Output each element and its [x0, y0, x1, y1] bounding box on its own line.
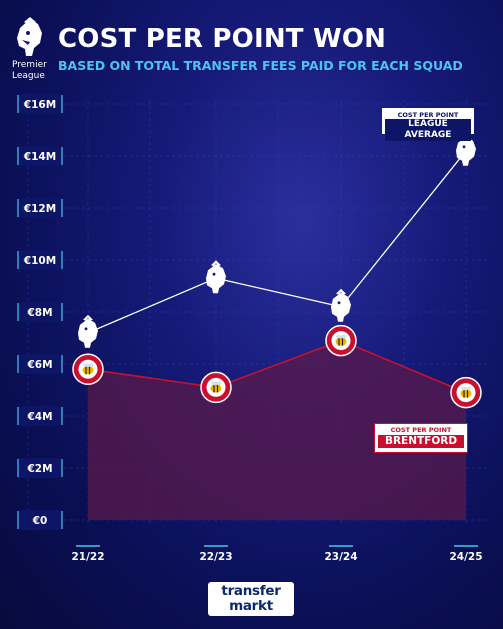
brentford-point — [450, 376, 482, 409]
bee-body-icon — [210, 384, 222, 393]
bee-wing-icon — [87, 363, 94, 367]
y-tick-label: €10M — [23, 255, 56, 267]
transfermarkt-logo-line2: markt — [229, 598, 273, 614]
y-tick-label: €0 — [32, 515, 48, 527]
y-tick-label: €4M — [26, 411, 52, 423]
league-average-point — [78, 314, 98, 348]
y-tick-box — [18, 354, 62, 374]
chart-areas — [88, 340, 466, 520]
league-average-point — [206, 260, 226, 294]
y-axis: €0 €2M €4M €6M €8M €10M €12M €14M €16M — [17, 94, 63, 530]
legend-league-line2: LEAGUE AVERAGE — [385, 119, 471, 141]
logo-text-premier: Premier — [12, 60, 47, 70]
y-tick-label: €12M — [23, 203, 56, 215]
y-tick-label: €14M — [23, 151, 56, 163]
y-tick-label: €8M — [26, 307, 52, 319]
chart-lines — [87, 150, 467, 394]
legend-brentford-line1: COST PER POINT — [390, 426, 452, 434]
y-tick-label: €2M — [26, 463, 52, 475]
lion-crown-icon — [83, 314, 93, 321]
bee-wing-icon — [340, 334, 347, 339]
premier-league-logo: Premier League — [8, 16, 52, 86]
x-tick-label: 24/25 — [449, 551, 482, 563]
league-average-line — [87, 150, 467, 334]
lion-eye-icon — [337, 301, 341, 305]
logo-text-league: League — [12, 71, 45, 81]
brentford-line — [87, 339, 467, 394]
chart-title: COST PER POINT WON — [58, 24, 387, 54]
y-tick-label: €6M — [26, 359, 52, 371]
bee-wing-icon — [461, 386, 467, 391]
lion-crown-icon — [211, 260, 221, 267]
bee-body-icon — [82, 366, 94, 375]
brentford-point — [200, 371, 232, 404]
chart-markers — [72, 132, 482, 409]
y-tick-label: €16M — [23, 99, 56, 111]
legend-league-average: COST PER POINT LEAGUE AVERAGE — [382, 108, 474, 141]
y-tick-box — [18, 198, 62, 218]
y-tick-box — [18, 302, 62, 322]
legend-brentford: COST PER POINT BRENTFORD — [374, 423, 468, 453]
bee-wing-icon — [465, 386, 472, 391]
bee-body-icon — [335, 337, 347, 346]
bee-body-icon — [460, 389, 472, 398]
bee-wing-icon — [83, 363, 89, 367]
x-tick-label: 21/22 — [71, 551, 104, 563]
brentford-point — [325, 324, 357, 357]
bee-wing-icon — [336, 334, 342, 339]
y-tick-box — [18, 406, 62, 426]
y-tick-box — [18, 458, 62, 478]
y-tick-box — [18, 250, 62, 270]
legend-league-line1: COST PER POINT — [397, 111, 459, 119]
brentford-area — [88, 340, 466, 520]
premier-league-lion-icon — [78, 318, 98, 348]
legend-brentford-line2: BRENTFORD — [378, 435, 464, 448]
y-tick-box — [18, 146, 62, 166]
bee-wing-icon — [215, 381, 222, 386]
chart-subtitle: BASED ON TOTAL TRANSFER FEES PAID FOR EA… — [58, 58, 463, 73]
premier-league-lion-icon — [456, 136, 476, 166]
lion-eye-icon — [462, 145, 466, 149]
x-axis: 21/22 22/23 23/24 24/25 — [71, 545, 483, 563]
premier-league-lion-icon — [206, 264, 226, 294]
premier-league-lion-icon — [17, 17, 42, 56]
y-tick-box — [18, 94, 62, 114]
y-tick-box — [18, 510, 62, 530]
x-tick-label: 23/24 — [324, 551, 357, 563]
x-tick-label: 22/23 — [199, 551, 232, 563]
bee-wing-icon — [211, 381, 217, 386]
lion-eye-icon — [84, 327, 88, 331]
brentford-point — [72, 353, 104, 385]
transfermarkt-logo-line1: transfer — [221, 583, 281, 599]
transfermarkt-logo: transfer markt — [208, 582, 294, 616]
lion-eye-icon — [212, 272, 216, 276]
lion-crown-icon — [336, 288, 346, 295]
league-average-point — [331, 288, 351, 322]
premier-league-lion-icon — [331, 292, 351, 322]
